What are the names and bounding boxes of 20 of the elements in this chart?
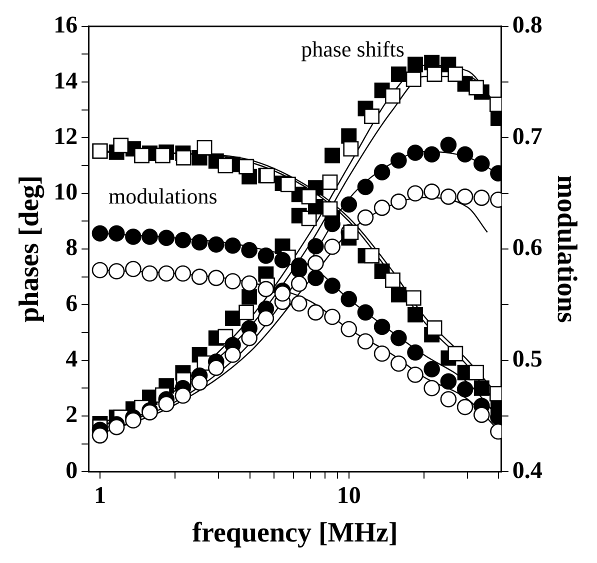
y2-tick-label: 0.8: [512, 12, 542, 39]
y-tick-label: 4: [66, 346, 78, 373]
y2-axis-title: modulations: [550, 175, 582, 324]
y-tick-label: 0: [66, 458, 78, 484]
y-tick-label: 16: [54, 12, 78, 39]
y-tick-label: 12: [54, 124, 78, 150]
y-tick-label: 6: [66, 290, 78, 317]
y-tick-label: 14: [54, 68, 78, 94]
y2-tick-label: 0.5: [512, 346, 542, 373]
annotation: modulations: [108, 184, 218, 209]
y-tick-label: 10: [54, 180, 78, 206]
x-axis-title: frequency [MHz]: [192, 517, 398, 548]
y2-tick-label: 0.6: [512, 235, 542, 262]
y-tick-label: 8: [66, 235, 78, 262]
y2-tick-label: 0.7: [512, 124, 542, 150]
annotation: phase shifts: [301, 36, 404, 62]
y-tick-label: 2: [66, 402, 78, 428]
y-axis-title: phases [deg]: [14, 175, 46, 323]
x-tick-label: 1: [94, 483, 106, 510]
y2-tick-label: 0.4: [512, 458, 542, 484]
